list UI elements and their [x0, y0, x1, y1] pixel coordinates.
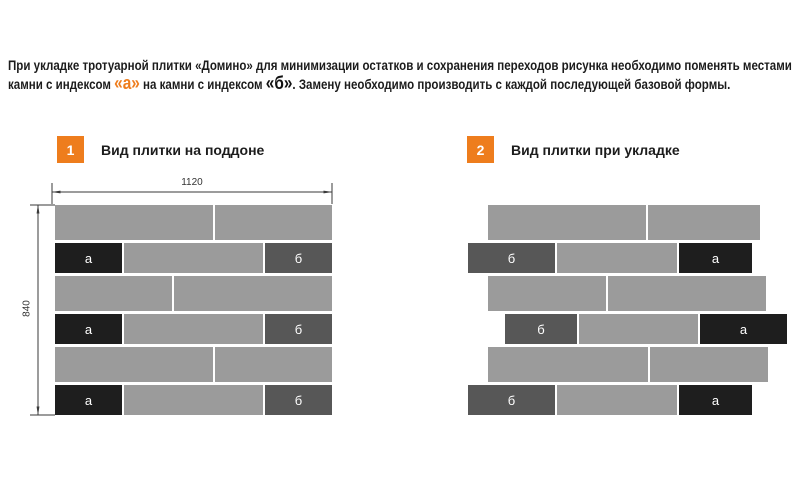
tile-plain [55, 347, 213, 382]
tile-a: а [679, 243, 752, 273]
section-number-badge-2: 2 [467, 136, 494, 163]
intro-text: При укладке тротуарной плитки «Домино» д… [8, 56, 795, 94]
tile-row [488, 347, 787, 382]
intro-text-part: на камни с индексом [139, 77, 266, 92]
tile-row [55, 205, 332, 240]
section-title-laying: Вид плитки при укладке [511, 141, 680, 158]
tile-plain [55, 276, 172, 311]
tile-row [55, 276, 332, 311]
tile-b: б [505, 314, 577, 344]
tile-plain [557, 385, 677, 415]
section-title-pallet: Вид плитки на поддоне [101, 141, 265, 158]
tile-row [55, 347, 332, 382]
tile-plain [579, 314, 698, 344]
tile-plain [124, 385, 263, 415]
dimension-width-label: 1120 [181, 177, 203, 188]
tile-plain [488, 205, 646, 240]
tile-plain [174, 276, 332, 311]
tile-b: б [265, 385, 332, 415]
tile-plain [648, 205, 760, 240]
tile-plain [488, 276, 606, 311]
tile-plain [55, 205, 213, 240]
tile-a: а [700, 314, 787, 344]
tile-a: а [55, 385, 122, 415]
tile-a: а [55, 243, 122, 273]
tile-plain [608, 276, 766, 311]
tile-a: а [679, 385, 752, 415]
tile-plain [488, 347, 648, 382]
intro-text-part: . Замену необходимо производить с каждой… [292, 77, 731, 92]
tile-plain [124, 243, 263, 273]
tile-plain [215, 205, 332, 240]
tile-b: б [265, 314, 332, 344]
tile-plain [215, 347, 332, 382]
dimension-lines [30, 183, 333, 416]
tile-b: б [468, 385, 555, 415]
section-number-badge-1: 1 [57, 136, 84, 163]
section-header-pallet: 1 Вид плитки на поддоне [57, 136, 264, 163]
dimension-height-label: 840 [21, 300, 33, 317]
index-b-accent: «б» [265, 73, 293, 93]
tile-row [488, 205, 787, 240]
intro-text-part: При укладке тротуарной плитки «Домино» д… [8, 58, 792, 92]
index-a-accent: «а» [114, 73, 140, 93]
tile-b: б [468, 243, 555, 273]
tile-plain [124, 314, 263, 344]
tile-b: б [265, 243, 332, 273]
tile-plain [650, 347, 768, 382]
tile-plain [557, 243, 677, 273]
tile-row [488, 276, 787, 311]
tile-a: а [55, 314, 122, 344]
section-header-laying: 2 Вид плитки при укладке [467, 136, 680, 163]
